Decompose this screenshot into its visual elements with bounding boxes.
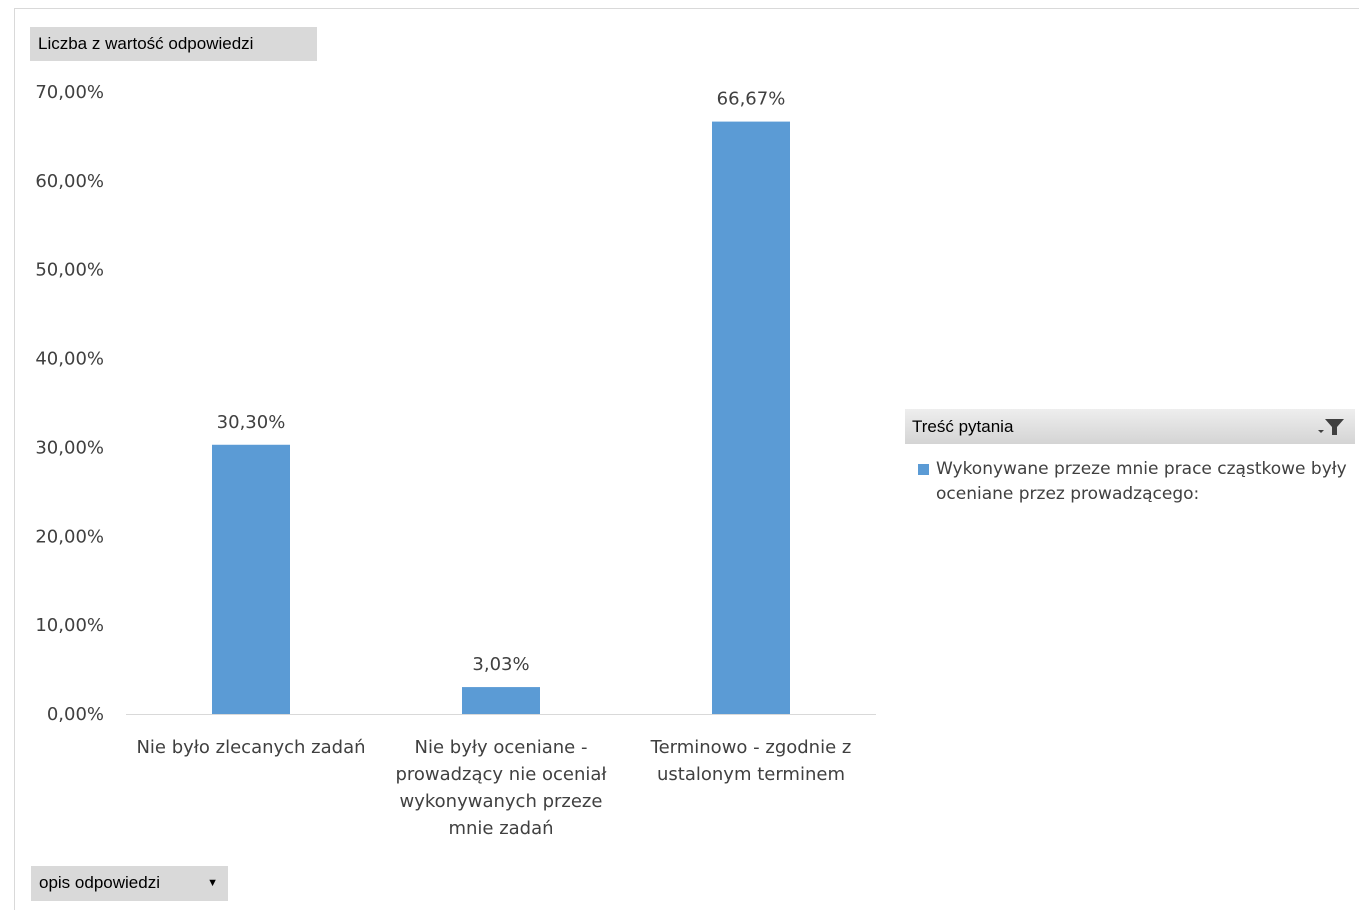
x-tick-label-line: mnie zadań bbox=[448, 818, 553, 839]
value-field-label: Liczba z wartość odpowiedzi bbox=[38, 34, 254, 53]
axis-field-label: opis odpowiedzi bbox=[39, 873, 160, 892]
value-field-button[interactable]: Liczba z wartość odpowiedzi bbox=[30, 27, 317, 61]
y-tick-label: 30,00% bbox=[35, 437, 104, 458]
legend: Treść pytania Wykonywane przeze mnie pra… bbox=[905, 409, 1355, 507]
y-tick-label: 10,00% bbox=[35, 615, 104, 636]
legend-field-label: Treść pytania bbox=[912, 417, 1014, 436]
x-tick-label-line: ustalonym terminem bbox=[657, 764, 845, 785]
y-tick-label: 40,00% bbox=[35, 349, 104, 370]
data-label: 30,30% bbox=[217, 412, 286, 433]
x-tick-label-line: wykonywanych przeze bbox=[400, 791, 603, 812]
x-tick-label: Nie było zlecanych zadań bbox=[136, 737, 365, 758]
legend-swatch bbox=[918, 464, 929, 475]
x-tick-label-line: prowadzący nie oceniał bbox=[395, 764, 607, 785]
x-tick-label-line: Nie było zlecanych zadań bbox=[136, 737, 365, 758]
legend-filter-button[interactable]: Treść pytania bbox=[905, 409, 1355, 444]
y-tick-label: 60,00% bbox=[35, 171, 104, 192]
y-tick-label: 20,00% bbox=[35, 526, 104, 547]
data-label: 3,03% bbox=[472, 654, 529, 675]
chart-frame bbox=[14, 8, 1359, 910]
x-tick-label-line: Nie były oceniane - bbox=[415, 737, 588, 758]
x-tick-label: Nie były oceniane - prowadzący nie ocenia… bbox=[395, 737, 607, 839]
data-label: 66,67% bbox=[717, 89, 786, 110]
axis-field-button[interactable]: opis odpowiedzi ▼ bbox=[31, 866, 228, 901]
y-tick-label: 0,00% bbox=[47, 704, 104, 725]
x-tick-label: Terminowo - zgodnie z ustalonym terminem bbox=[650, 737, 852, 785]
y-tick-label: 70,00% bbox=[35, 82, 104, 103]
y-tick-label: 50,00% bbox=[35, 260, 104, 281]
filter-funnel-icon[interactable] bbox=[1317, 418, 1345, 436]
dropdown-arrow-icon: ▼ bbox=[207, 877, 218, 889]
bar bbox=[462, 687, 540, 714]
bar bbox=[712, 121, 790, 715]
bar bbox=[212, 444, 290, 714]
x-tick-label-line: Terminowo - zgodnie z bbox=[650, 737, 852, 758]
legend-series-label: Wykonywane przeze mnie prace cząstkowe b… bbox=[936, 459, 1347, 504]
legend-entry: Wykonywane przeze mnie prace cząstkowe b… bbox=[905, 457, 1355, 507]
